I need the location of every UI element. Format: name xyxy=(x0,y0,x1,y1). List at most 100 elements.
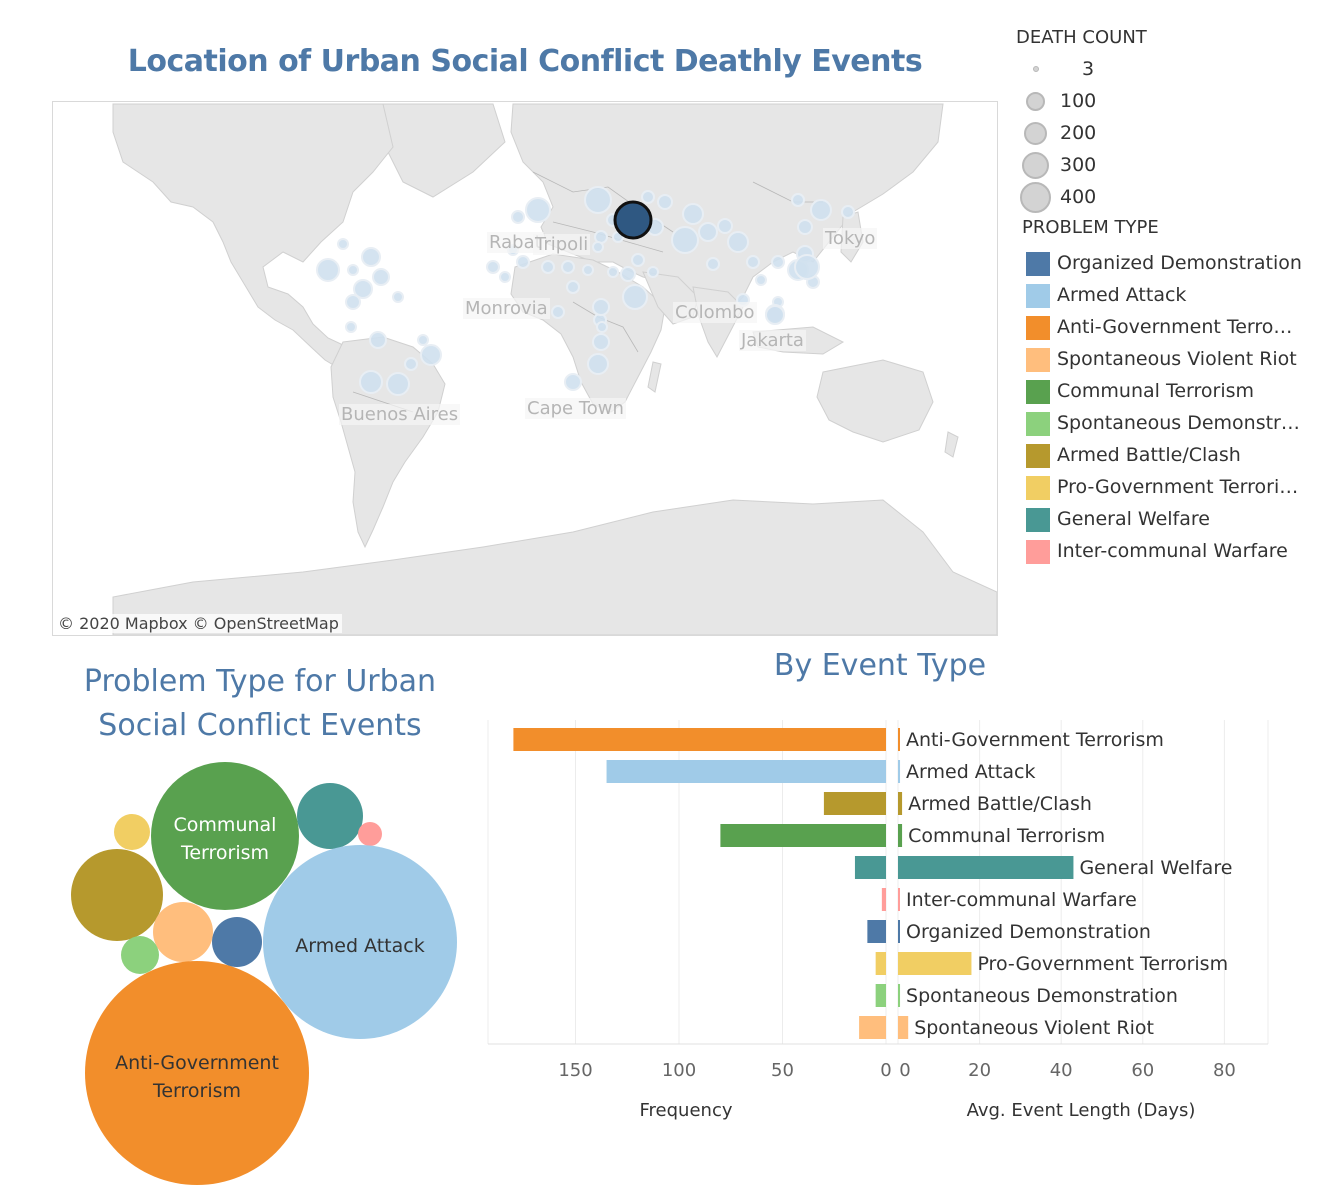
legend-item[interactable]: Pro-Government Terrori… xyxy=(1026,474,1316,502)
legend-swatch xyxy=(1026,444,1050,468)
bubble-organized-demonstration[interactable] xyxy=(212,917,262,967)
legend-item[interactable]: Anti-Government Terro… xyxy=(1026,314,1316,342)
tick-label: 60 xyxy=(1131,1060,1154,1081)
frequency-bar[interactable] xyxy=(606,760,886,783)
category-label: Armed Battle/Clash xyxy=(908,793,1092,815)
size-swatch xyxy=(1033,66,1039,72)
frequency-bar[interactable] xyxy=(720,824,886,847)
legend-item[interactable]: Spontaneous Demonstr… xyxy=(1026,410,1316,438)
bubble-pro-government-terrorism[interactable] xyxy=(114,814,150,850)
frequency-bar[interactable] xyxy=(881,888,886,911)
bubble-label: Armed Attack xyxy=(295,935,424,957)
frequency-bar[interactable] xyxy=(867,920,886,943)
problem-legend-title: PROBLEM TYPE xyxy=(1022,217,1159,238)
size-swatch xyxy=(1020,182,1051,213)
map-canvas[interactable] xyxy=(53,102,997,635)
bubble-title-line1: Problem Type for Urban xyxy=(83,664,437,699)
length-bar[interactable] xyxy=(898,792,903,815)
length-bar[interactable] xyxy=(898,824,903,847)
legend-label: Spontaneous Demonstr… xyxy=(1057,412,1300,434)
frequency-bar[interactable] xyxy=(823,792,886,815)
bar-chart[interactable]: Anti-Government Terrorism Armed Attack Arm… xyxy=(480,710,1280,1130)
category-label: General Welfare xyxy=(1079,857,1232,879)
map-title: Location of Urban Social Conflict Deathl… xyxy=(127,44,923,79)
legend-label: Anti-Government Terro… xyxy=(1057,316,1293,338)
tick-label: 0 xyxy=(880,1060,891,1081)
world-map[interactable]: Tokyo Rabat Tripoli Monrovia Colombo Jak… xyxy=(52,101,998,636)
bubble-general-welfare[interactable] xyxy=(297,783,363,849)
size-legend-title: DEATH COUNT xyxy=(1016,27,1147,48)
length-bar[interactable] xyxy=(898,760,901,783)
category-label: Spontaneous Demonstration xyxy=(906,985,1178,1007)
size-swatch xyxy=(1024,122,1047,145)
bar-chart-title: By Event Type xyxy=(773,648,987,683)
frequency-bar[interactable] xyxy=(854,856,886,879)
category-label: Inter-communal Warfare xyxy=(906,889,1137,911)
legend-swatch xyxy=(1026,540,1050,564)
axis-ticks: 150 100 50 0 0 20 40 60 80 xyxy=(558,1060,1236,1081)
length-bar[interactable] xyxy=(898,952,972,975)
length-bar[interactable] xyxy=(898,728,900,751)
legend-swatch xyxy=(1026,348,1050,372)
legend-label: Armed Attack xyxy=(1057,284,1187,306)
bubble-label: Terrorism xyxy=(180,842,269,864)
legend-label: Communal Terrorism xyxy=(1057,380,1255,402)
length-bar[interactable] xyxy=(898,888,900,911)
map-attribution[interactable]: © 2020 Mapbox © OpenStreetMap xyxy=(55,614,342,633)
length-bar[interactable] xyxy=(898,1016,909,1039)
size-label: 400 xyxy=(1060,186,1097,208)
bubble-inter-communal-warfare[interactable] xyxy=(358,822,382,846)
category-label: Spontaneous Violent Riot xyxy=(914,1017,1154,1039)
legend-item[interactable]: Spontaneous Violent Riot xyxy=(1026,346,1316,374)
bubble-label: Terrorism xyxy=(152,1080,241,1102)
bubble-chart-title: Problem Type for Urban Social Conflict E… xyxy=(60,660,460,748)
legend-item[interactable]: Organized Demonstration xyxy=(1026,250,1316,278)
size-label: 3 xyxy=(1082,58,1095,80)
legend-swatch xyxy=(1026,412,1050,436)
bubble-chart[interactable]: Communal Terrorism Armed Attack Anti-Gov… xyxy=(0,750,480,1198)
legend-swatch xyxy=(1026,284,1050,308)
frequency-bar[interactable] xyxy=(875,984,886,1007)
frequency-bar[interactable] xyxy=(875,952,886,975)
legend-item[interactable]: Armed Attack xyxy=(1026,282,1316,310)
legend-item[interactable]: Communal Terrorism xyxy=(1026,378,1316,406)
bubble-armed-attack[interactable] xyxy=(263,845,457,1039)
length-bars xyxy=(898,728,1074,1039)
legend-item[interactable]: Armed Battle/Clash xyxy=(1026,442,1316,470)
size-label: 200 xyxy=(1060,122,1097,144)
bubble-armed-battle-clash[interactable] xyxy=(71,849,163,941)
highlighted-event-marker xyxy=(613,200,653,240)
bubble-communal-terrorism[interactable] xyxy=(151,762,299,910)
frequency-bars xyxy=(513,728,886,1039)
length-bar[interactable] xyxy=(898,984,901,1007)
size-label: 300 xyxy=(1060,154,1097,176)
category-labels: Anti-Government Terrorism Armed Attack Arm… xyxy=(906,729,1232,1039)
city-label: Rabat xyxy=(487,232,544,253)
legend-swatch xyxy=(1026,380,1050,404)
bubble-anti-government-terrorism[interactable] xyxy=(85,961,309,1185)
length-bar[interactable] xyxy=(898,920,900,943)
tick-label: 0 xyxy=(899,1060,910,1081)
city-label: Tokyo xyxy=(823,228,878,249)
legend-swatch xyxy=(1026,252,1050,276)
length-axis-label: Avg. Event Length (Days) xyxy=(967,1100,1196,1121)
frequency-axis-label: Frequency xyxy=(640,1100,733,1121)
length-bar[interactable] xyxy=(898,856,1074,879)
tick-label: 50 xyxy=(771,1060,794,1081)
frequency-bar[interactable] xyxy=(859,1016,886,1039)
legend-label: General Welfare xyxy=(1057,508,1210,530)
bubble-label: Anti-Government xyxy=(115,1052,279,1074)
city-label: Monrovia xyxy=(463,298,550,319)
bubble-label: Communal xyxy=(174,814,277,836)
legend-item[interactable]: General Welfare xyxy=(1026,506,1316,534)
legend-item[interactable]: Inter-communal Warfare xyxy=(1026,538,1316,566)
legend-label: Inter-communal Warfare xyxy=(1057,540,1288,562)
tick-label: 80 xyxy=(1213,1060,1236,1081)
size-legend: 3 100 200 300 400 xyxy=(1016,56,1216,216)
bubble-spontaneous-violent-riot[interactable] xyxy=(153,902,213,962)
city-label: Cape Town xyxy=(525,398,626,419)
city-label: Jakarta xyxy=(739,330,806,351)
bubble-spontaneous-demonstration[interactable] xyxy=(121,936,159,974)
legend-label: Spontaneous Violent Riot xyxy=(1057,348,1297,370)
frequency-bar[interactable] xyxy=(513,728,886,751)
